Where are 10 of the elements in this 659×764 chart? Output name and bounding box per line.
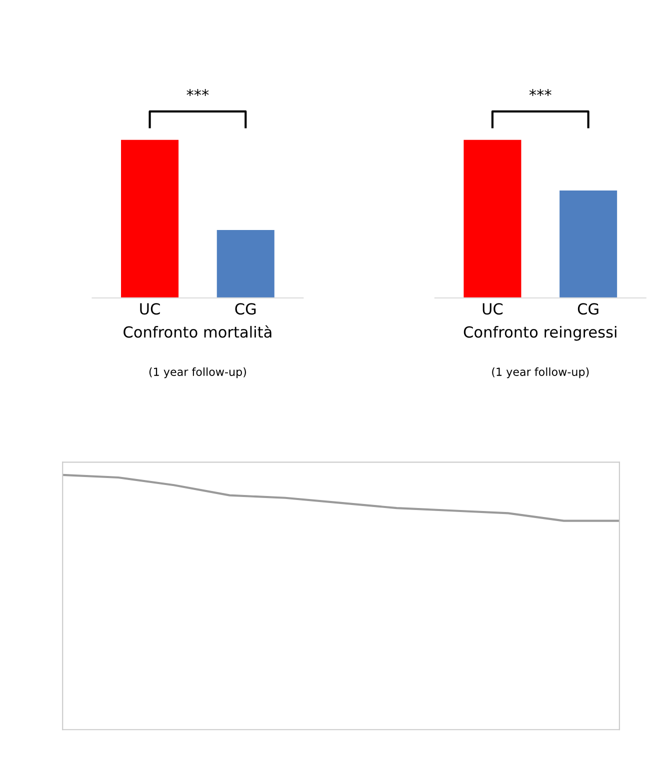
x-tick-label: CG	[235, 303, 256, 315]
text: ***	[529, 89, 552, 96]
text: ***	[186, 89, 209, 96]
x-tick-label: UC	[482, 303, 503, 315]
x-tick-label: UC	[140, 303, 160, 315]
x-axis-title: Confronto reingressi	[464, 326, 616, 341]
x-tick-label: CG	[578, 303, 598, 315]
text: (1 year follow-up)	[149, 367, 246, 378]
text: (1 year follow-up)	[492, 367, 589, 378]
x-axis-title: Confronto mortalità	[124, 325, 272, 338]
